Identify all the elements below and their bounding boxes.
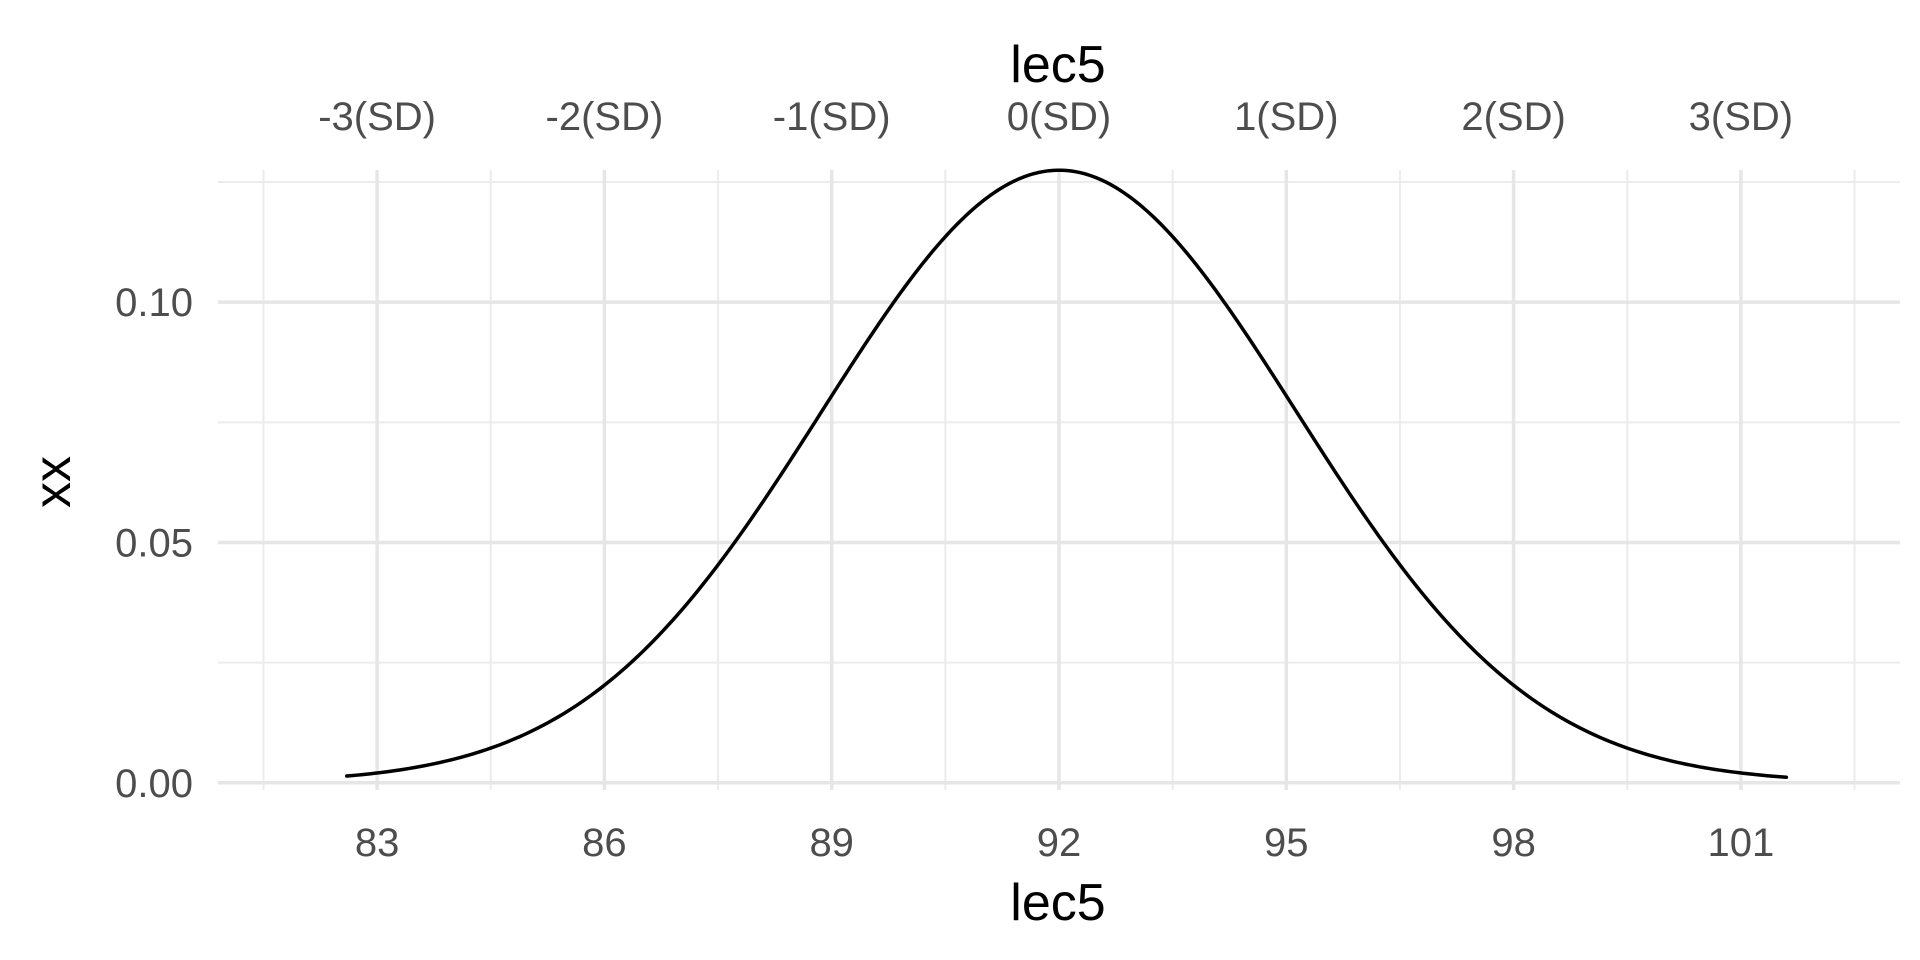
x-tick-label: 98 [1491, 821, 1536, 865]
secondary-x-axis-tick-labels: -3(SD) -2(SD) -1(SD) 0(SD) 1(SD) 2(SD) 3(SD) [318, 95, 1793, 139]
density-curve [345, 168, 1789, 779]
x-axis-title: lec5 [1010, 874, 1105, 932]
secondary-x-tick-label: -1(SD) [773, 95, 891, 139]
x-tick-label: 86 [582, 821, 627, 865]
secondary-x-tick-label: 3(SD) [1689, 95, 1793, 139]
top-axis-title: lec5 [1010, 36, 1105, 94]
x-tick-label: 95 [1264, 821, 1309, 865]
y-tick-label: 0.00 [115, 762, 193, 806]
y-axis-title: xx [24, 456, 82, 508]
secondary-x-tick-label: -3(SD) [318, 95, 436, 139]
major-gridlines [218, 170, 1900, 790]
y-tick-label: 0.10 [115, 281, 193, 325]
secondary-x-tick-label: 2(SD) [1461, 95, 1565, 139]
y-tick-label: 0.05 [115, 521, 193, 565]
x-tick-label: 83 [355, 821, 400, 865]
x-tick-label: 89 [809, 821, 854, 865]
x-tick-label: 101 [1708, 821, 1775, 865]
y-axis-tick-labels: 0.00 0.05 0.10 [115, 281, 193, 806]
secondary-x-tick-label: 1(SD) [1234, 95, 1338, 139]
secondary-x-tick-label: -2(SD) [546, 95, 664, 139]
x-tick-label: 92 [1037, 821, 1082, 865]
secondary-x-tick-label: 0(SD) [1007, 95, 1111, 139]
x-axis-tick-labels: 83 86 89 92 95 98 101 [355, 821, 1774, 865]
